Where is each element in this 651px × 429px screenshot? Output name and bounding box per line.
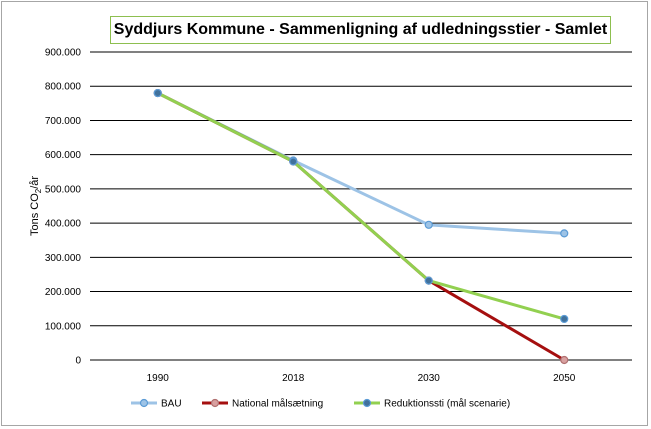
legend-label-2: Reduktionssti (mål scenarie) — [384, 398, 510, 410]
series-line-2 — [157, 91, 565, 321]
x-tick-label-1: 2018 — [282, 373, 305, 384]
x-tick-label-3: 2050 — [553, 373, 576, 384]
y-tick-label-6: 600.000 — [45, 150, 82, 161]
legend-marker-1 — [210, 398, 220, 408]
x-tick-label-0: 1990 — [147, 373, 170, 384]
y-tick-label-8: 800.000 — [45, 82, 82, 93]
y-axis-label-main: Tons CO — [29, 193, 41, 236]
y-tick-label-3: 300.000 — [45, 253, 82, 264]
y-tick-label-4: 400.000 — [45, 219, 82, 230]
x-tick-label-2: 2030 — [418, 373, 441, 384]
legend-label-1: National målsætning — [232, 398, 323, 410]
series-2-point-2 — [424, 276, 433, 285]
series-2-point-1 — [289, 157, 298, 166]
y-axis-label: Tons CO2/år — [29, 176, 43, 236]
y-axis-label-sub: 2 — [34, 188, 43, 193]
series-line-1 — [157, 91, 566, 362]
series-line-0 — [157, 91, 565, 235]
y-tick-label-5: 500.000 — [45, 184, 82, 195]
chart-title-box: Syddjurs Kommune - Sammenligning af udle… — [110, 16, 611, 44]
legend-marker-0 — [139, 398, 149, 408]
series-1-point-3 — [560, 355, 569, 365]
y-tick-label-9: 900.000 — [45, 48, 82, 59]
y-axis-label-tail: /år — [29, 176, 41, 189]
y-tick-label-0: 0 — [75, 356, 81, 367]
chart-title: Syddjurs Kommune - Sammenligning af udle… — [113, 21, 608, 38]
series-2-point-0 — [153, 88, 162, 98]
legend-marker-2 — [362, 398, 372, 408]
y-tick-label-2: 200.000 — [45, 287, 82, 298]
series-2-point-3 — [560, 314, 569, 324]
series-0-point-2 — [424, 220, 433, 229]
y-tick-label-1: 100.000 — [45, 321, 82, 332]
y-tick-label-7: 700.000 — [45, 116, 82, 127]
legend-label-0: BAU — [161, 399, 182, 410]
series-0-point-3 — [560, 229, 569, 238]
